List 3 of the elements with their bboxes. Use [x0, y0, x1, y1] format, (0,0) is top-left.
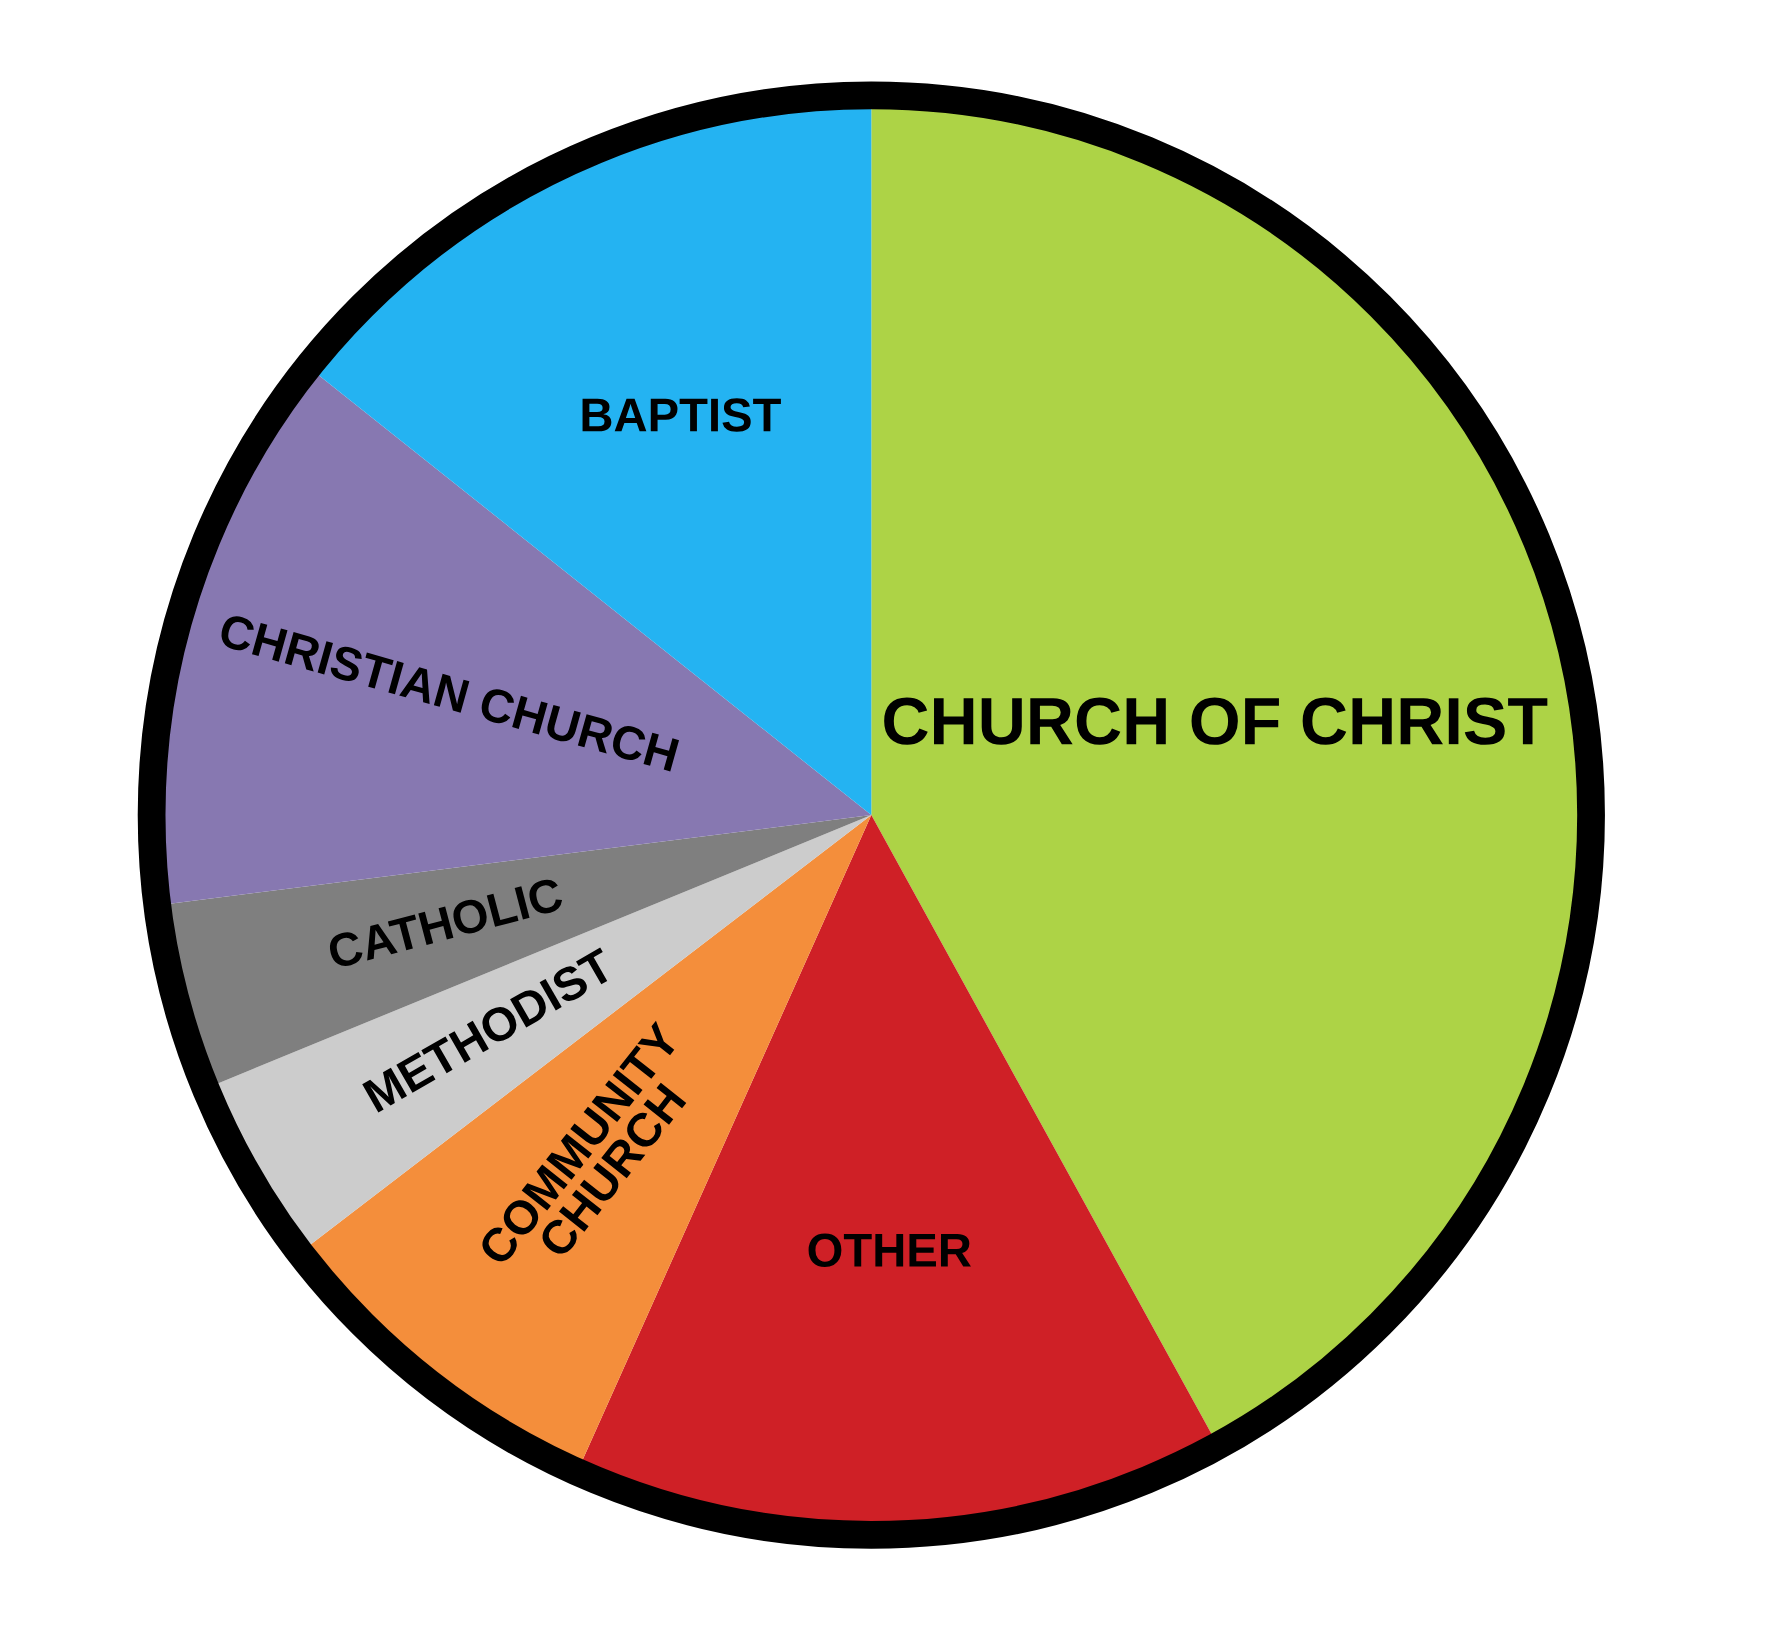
slice-label: BAPTIST — [582, 398, 781, 432]
slice-label: CHURCH OF CHRIST — [884, 697, 1548, 745]
slice-label: OTHER — [808, 1233, 971, 1268]
